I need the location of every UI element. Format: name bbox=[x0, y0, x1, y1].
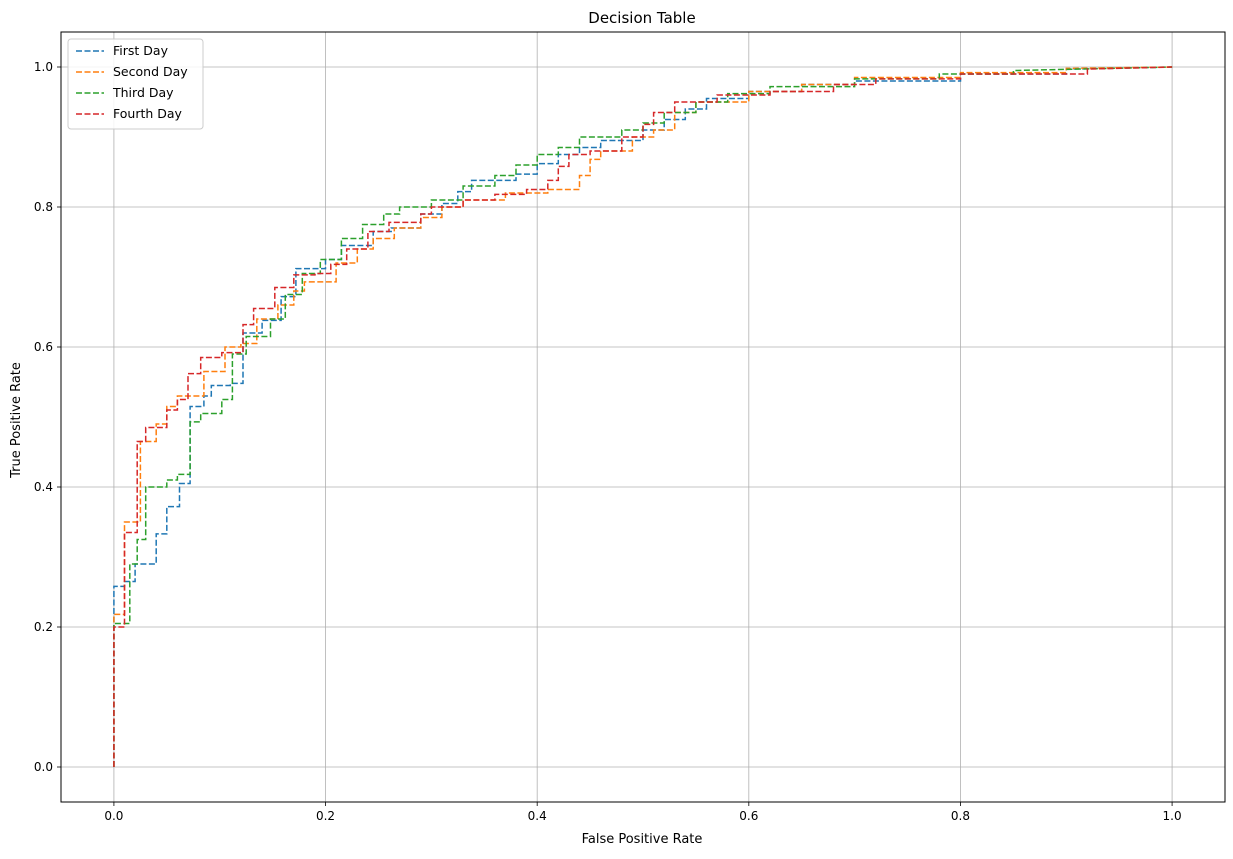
x-tick-label: 0.2 bbox=[316, 809, 335, 823]
series-layer bbox=[113, 66, 1173, 767]
x-axis-label: False Positive Rate bbox=[582, 832, 703, 847]
grid-layer bbox=[61, 32, 1225, 802]
x-tick-label: 0.8 bbox=[951, 809, 970, 823]
tick-layer: 0.0 0.2 0.4 0.6 0.8 1.0 0.0 0.2 0.4 0.6 0.8 1.0 bbox=[34, 60, 1182, 823]
legend: First Day Second Day Third Day Fourth Day bbox=[67, 38, 204, 130]
legend-label-third-day: Third Day bbox=[112, 85, 174, 100]
y-tick-label: 1.0 bbox=[34, 60, 53, 74]
legend-label-fourth-day: Fourth Day bbox=[113, 106, 183, 121]
y-tick-label: 0.2 bbox=[34, 620, 53, 634]
plot-frame bbox=[60, 31, 1226, 803]
series-line-fourth-day bbox=[113, 66, 1173, 767]
series-line-second-day bbox=[113, 66, 1173, 767]
y-tick-label: 0.0 bbox=[34, 760, 53, 774]
legend-label-second-day: Second Day bbox=[113, 64, 188, 79]
x-tick-label: 0.6 bbox=[739, 809, 758, 823]
x-tick-label: 1.0 bbox=[1163, 809, 1182, 823]
series-line-first-day bbox=[113, 66, 1173, 767]
y-tick-label: 0.4 bbox=[34, 480, 53, 494]
y-tick-label: 0.6 bbox=[34, 340, 53, 354]
legend-box bbox=[67, 38, 204, 130]
series-line-third-day bbox=[113, 66, 1173, 767]
y-tick-label: 0.8 bbox=[34, 200, 53, 214]
y-axis-label: True Positive Rate bbox=[9, 362, 24, 479]
x-tick-label: 0.0 bbox=[104, 809, 123, 823]
chart-title: Decision Table bbox=[588, 9, 695, 27]
x-tick-label: 0.4 bbox=[528, 809, 547, 823]
legend-label-first-day: First Day bbox=[113, 43, 169, 58]
